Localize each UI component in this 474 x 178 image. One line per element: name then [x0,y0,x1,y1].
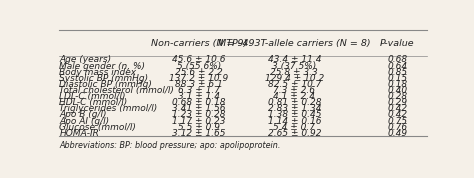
Text: 1.38 ± 0.45: 1.38 ± 0.45 [268,110,321,119]
Text: 6.3 ± 1.7: 6.3 ± 1.7 [178,86,220,95]
Text: 7.3 ± 2.6: 7.3 ± 2.6 [273,86,315,95]
Text: Apo B (g/l): Apo B (g/l) [59,110,107,119]
Text: 137.2 ± 10.9: 137.2 ± 10.9 [169,74,228,83]
Text: 0.81 ± 0.28: 0.81 ± 0.28 [268,98,321,107]
Text: HOMA-IR: HOMA-IR [59,129,99,138]
Text: 0.49: 0.49 [387,129,407,138]
Text: 0.18: 0.18 [387,80,407,89]
Text: HDL-C (mmol/l): HDL-C (mmol/l) [59,98,128,107]
Text: 0.42: 0.42 [387,104,407,113]
Text: 4.1 ± 2.4: 4.1 ± 2.4 [273,92,315,101]
Text: 88.3 ± 6.1: 88.3 ± 6.1 [175,80,223,89]
Text: 25.6 ± 2.2: 25.6 ± 2.2 [175,68,223,77]
Text: 0.29: 0.29 [387,98,407,107]
Text: 5 (55.6%): 5 (55.6%) [177,62,221,70]
Text: Diastolic BP (mmHg): Diastolic BP (mmHg) [59,80,152,89]
Text: 0.85: 0.85 [387,68,407,77]
Text: 2.83 ± 1.34: 2.83 ± 1.34 [268,104,321,113]
Text: 3.1 ± 1.4: 3.1 ± 1.4 [178,92,220,101]
Text: 45.6 ± 10.6: 45.6 ± 10.6 [172,55,226,64]
Text: Systolic BP (mmHg): Systolic BP (mmHg) [59,74,148,83]
Text: 3.41 ± 1.56: 3.41 ± 1.56 [172,104,226,113]
Text: Age (years): Age (years) [59,55,111,64]
Text: Triglycerides (mmol/l): Triglycerides (mmol/l) [59,104,157,113]
Text: 0.68: 0.68 [387,55,407,64]
Text: 0.42: 0.42 [387,110,407,119]
Text: Body mass index: Body mass index [59,68,137,77]
Text: Glucose (mmol/l): Glucose (mmol/l) [59,123,136,132]
Text: 0.15: 0.15 [387,74,407,83]
Text: 5.5 ± 0.9: 5.5 ± 0.9 [178,123,220,132]
Text: 3.12 ± 1.65: 3.12 ± 1.65 [172,129,226,138]
Text: Apo AI (g/l): Apo AI (g/l) [59,117,109,125]
Text: P-value: P-value [380,39,415,48]
Text: Male gender (n, %): Male gender (n, %) [59,62,145,70]
Text: MTP–493T-allele carriers (N = 8): MTP–493T-allele carriers (N = 8) [218,39,371,48]
Text: 0.68 ± 0.18: 0.68 ± 0.18 [172,98,226,107]
Text: 5.4 ± 0.7: 5.4 ± 0.7 [273,123,315,132]
Text: 2.65 ± 0.92: 2.65 ± 0.92 [268,129,321,138]
Text: 0.75: 0.75 [387,117,407,125]
Text: 0.64: 0.64 [387,62,407,70]
Text: 0.28: 0.28 [387,92,407,101]
Text: 0.40: 0.40 [387,86,407,95]
Text: 82.5 ± 10.7: 82.5 ± 10.7 [268,80,321,89]
Text: 1.17 ± 0.23: 1.17 ± 0.23 [172,117,226,125]
Text: Non-carriers (N = 9): Non-carriers (N = 9) [151,39,247,48]
Text: Abbreviations: BP: blood pressure; apo: apolipoprotein.: Abbreviations: BP: blood pressure; apo: … [59,141,281,150]
Text: 129.4 ± 10.2: 129.4 ± 10.2 [264,74,324,83]
Text: 1.14 ± 0.16: 1.14 ± 0.16 [268,117,321,125]
Text: Total cholesterol (mmol/l): Total cholesterol (mmol/l) [59,86,174,95]
Text: 0.76: 0.76 [387,123,407,132]
Text: 3 (37.5%): 3 (37.5%) [272,62,317,70]
Text: 25.8 ± 3.3: 25.8 ± 3.3 [271,68,318,77]
Text: LDL-C (mmol/l): LDL-C (mmol/l) [59,92,126,101]
Text: 43.4 ± 11.4: 43.4 ± 11.4 [268,55,321,64]
Text: 1.23 ± 0.28: 1.23 ± 0.28 [172,110,226,119]
